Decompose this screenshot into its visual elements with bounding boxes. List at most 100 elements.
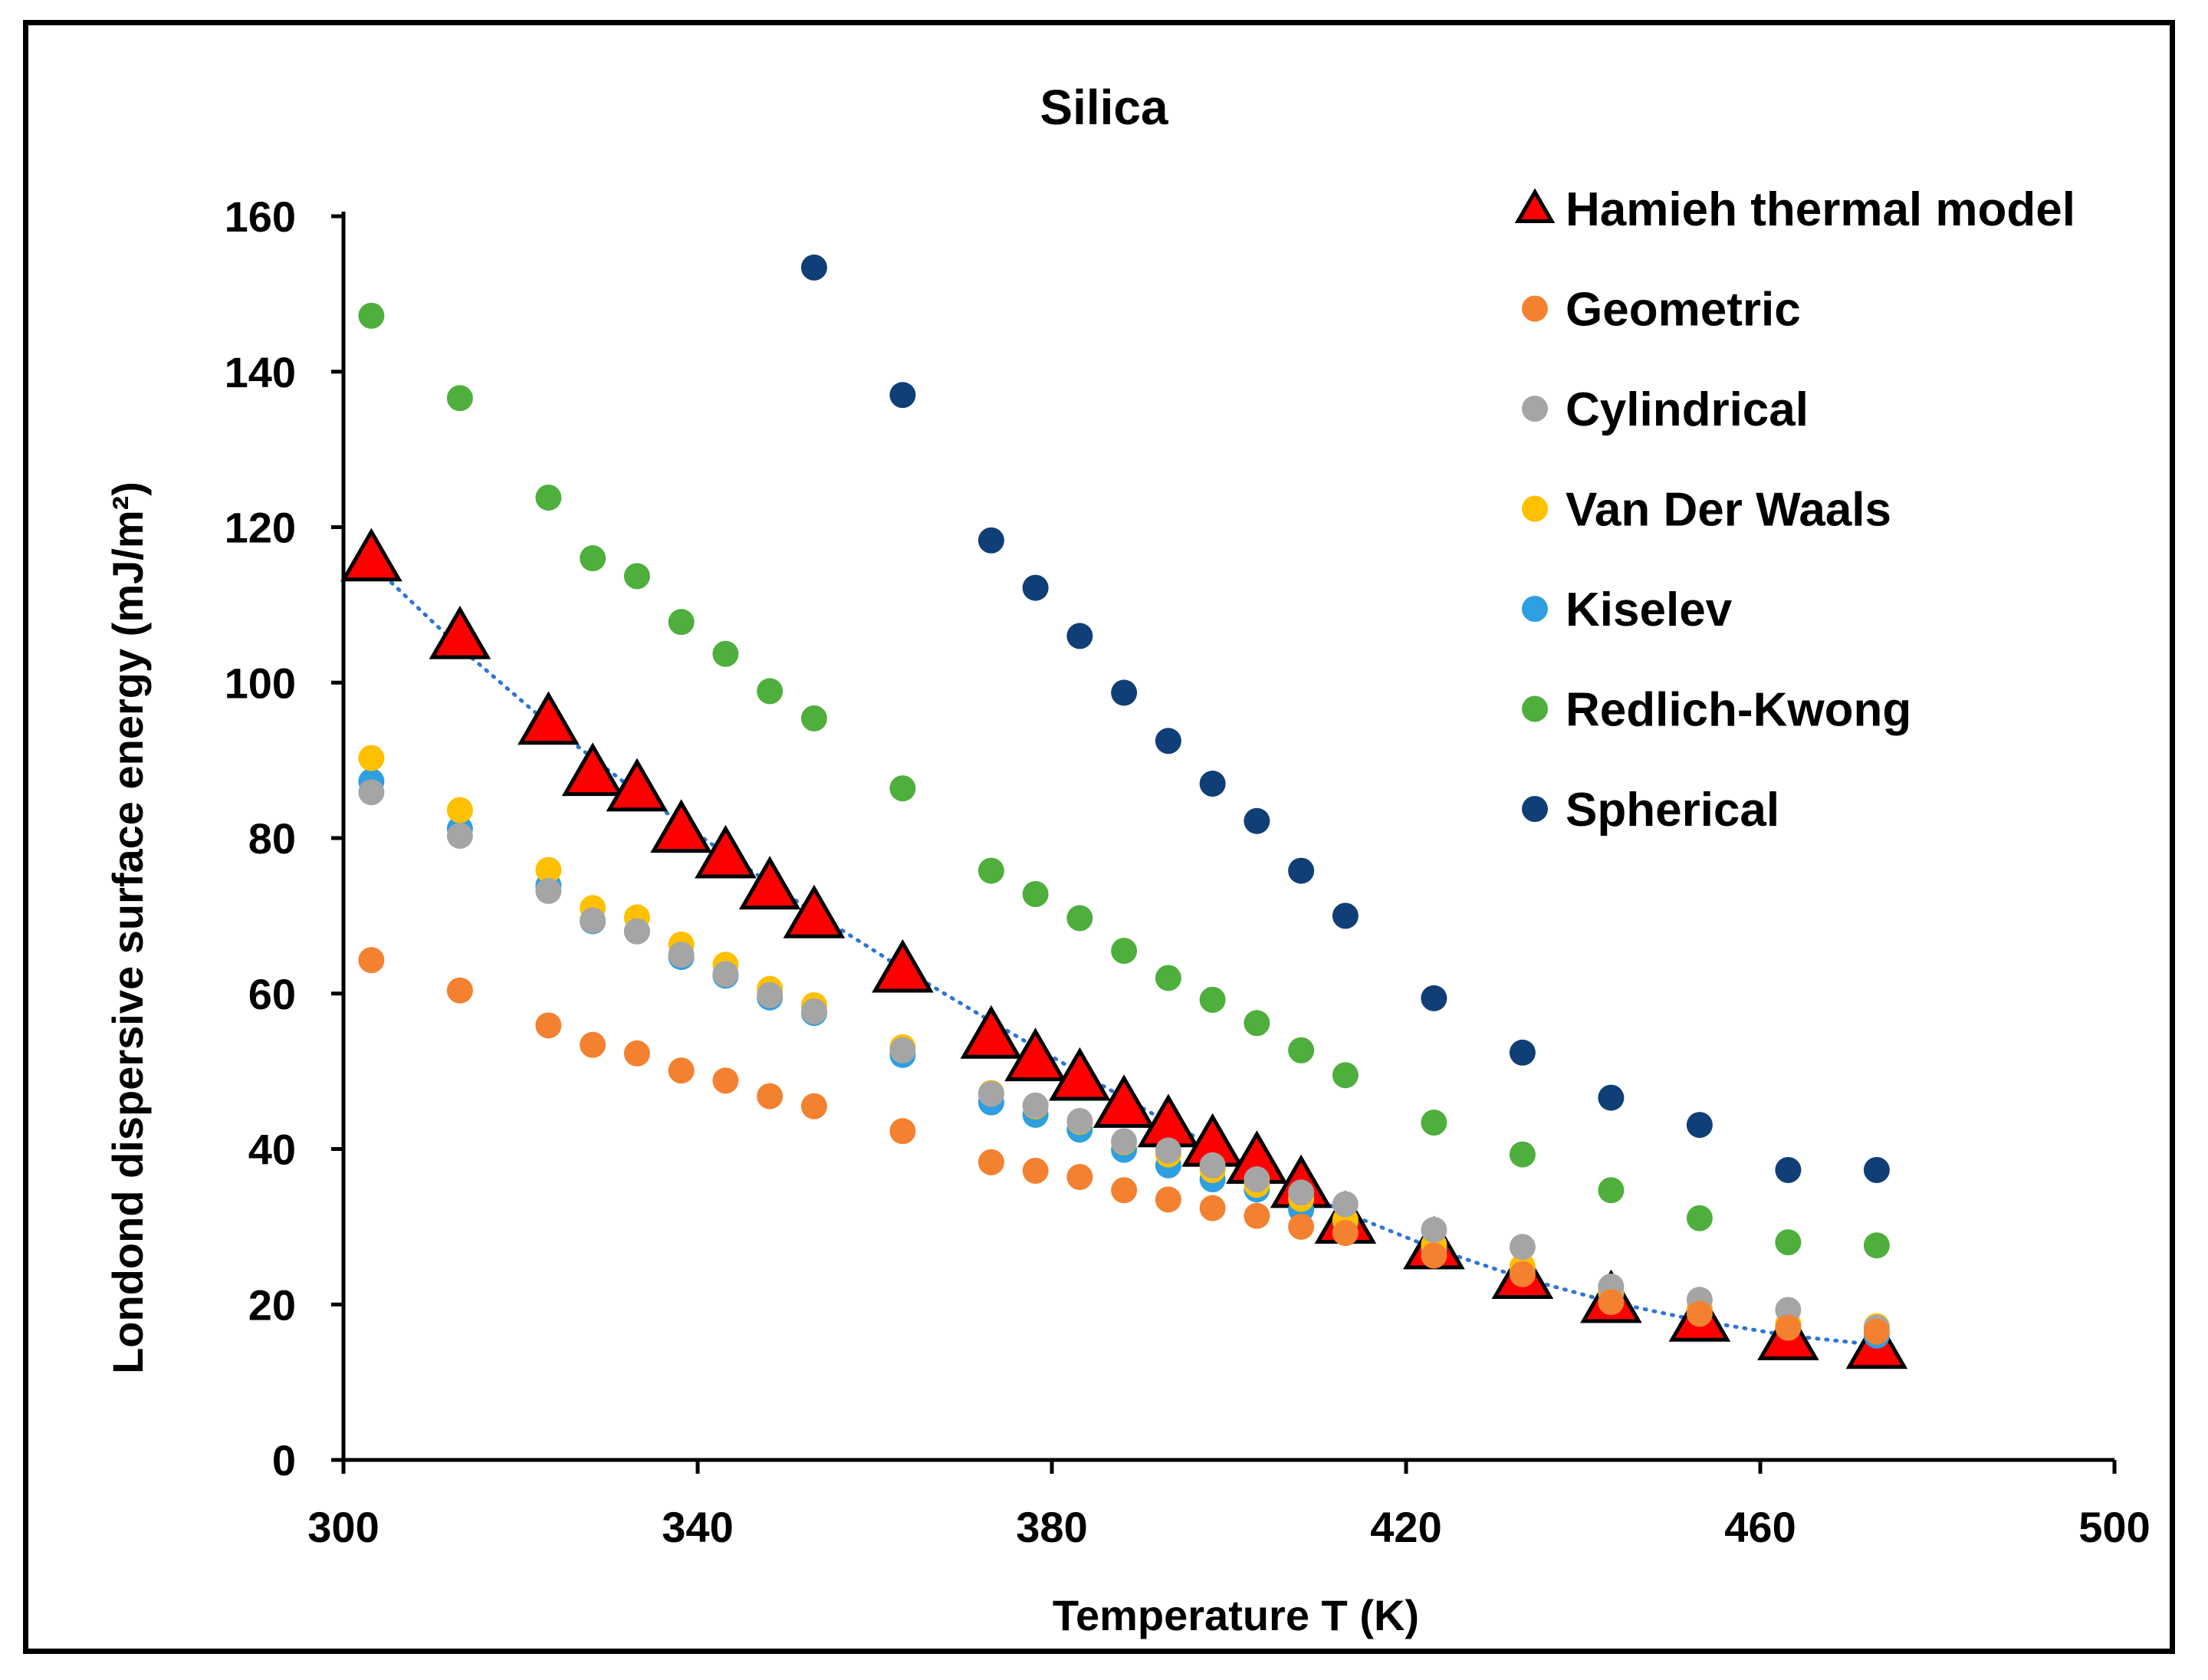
point-hamieh-thermal-model xyxy=(1004,1027,1066,1082)
point-redlich-kwong xyxy=(1199,986,1226,1013)
legend-label-geometric: Geometric xyxy=(1566,284,1801,337)
y-axis-ticks: 0 20 40 60 80 100 120 140 160 xyxy=(225,192,343,1484)
point-geometric xyxy=(1775,1314,1802,1341)
point-redlich-kwong xyxy=(1598,1177,1625,1204)
point-redlich-kwong xyxy=(978,857,1004,884)
y-tick-label: 60 xyxy=(248,970,296,1018)
point-redlich-kwong xyxy=(1863,1232,1890,1259)
y-tick-label: 120 xyxy=(225,504,296,552)
point-cylindrical xyxy=(623,918,650,945)
point-spherical xyxy=(1863,1156,1890,1183)
point-hamieh-thermal-model xyxy=(738,856,801,910)
point-hamieh-thermal-model xyxy=(1092,1074,1155,1128)
point-van-der-waals xyxy=(446,797,473,824)
point-cylindrical xyxy=(1199,1152,1226,1179)
point-geometric xyxy=(800,1093,827,1119)
legend-item-kiselev: Kiselev xyxy=(1522,584,1733,636)
point-hamieh-thermal-model xyxy=(695,824,757,879)
point-redlich-kwong xyxy=(889,775,916,802)
legend-marker-kiselev xyxy=(1522,596,1548,622)
point-geometric xyxy=(1288,1213,1315,1240)
point-geometric xyxy=(1598,1289,1625,1316)
point-spherical xyxy=(1022,574,1049,601)
legend-marker-van-der-waals xyxy=(1522,495,1548,522)
series-cylindrical xyxy=(358,779,1890,1341)
point-redlich-kwong xyxy=(1332,1062,1359,1089)
point-cylindrical xyxy=(358,779,385,806)
point-cylindrical xyxy=(712,961,739,988)
point-redlich-kwong xyxy=(1111,937,1138,964)
point-cylindrical xyxy=(580,907,606,934)
point-redlich-kwong xyxy=(1421,1110,1447,1136)
point-geometric xyxy=(1863,1318,1890,1345)
point-redlich-kwong xyxy=(535,484,562,511)
point-geometric xyxy=(668,1057,695,1084)
y-tick-label: 40 xyxy=(248,1126,296,1174)
point-redlich-kwong xyxy=(757,678,784,705)
chart-frame xyxy=(23,20,2175,1654)
legend: Hamieh thermal model Geometric Cylindrical… xyxy=(1514,183,2075,837)
point-redlich-kwong xyxy=(1775,1229,1802,1256)
axes xyxy=(341,212,2114,1462)
point-cylindrical xyxy=(446,822,473,849)
y-tick-label: 80 xyxy=(248,814,296,863)
point-cylindrical xyxy=(757,981,784,1008)
point-cylindrical xyxy=(800,998,827,1025)
point-cylindrical xyxy=(1111,1128,1138,1155)
series-geometric xyxy=(358,947,1890,1345)
point-redlich-kwong xyxy=(1155,965,1181,991)
legend-label-hamieh-thermal-model: Hamieh thermal model xyxy=(1566,183,2075,236)
point-geometric xyxy=(712,1067,739,1094)
series-kiselev xyxy=(358,768,1890,1349)
data-points-layer xyxy=(340,254,1908,1369)
legend-label-kiselev: Kiselev xyxy=(1566,584,1733,636)
point-geometric xyxy=(978,1149,1004,1175)
point-hamieh-thermal-model xyxy=(1049,1047,1111,1101)
legend-label-van-der-waals: Van Der Waals xyxy=(1566,484,1891,537)
point-hamieh-thermal-model xyxy=(606,758,669,812)
point-geometric xyxy=(580,1031,606,1058)
point-cylindrical xyxy=(535,877,562,904)
point-geometric xyxy=(1421,1242,1447,1269)
point-cylindrical xyxy=(1022,1092,1049,1119)
point-redlich-kwong xyxy=(1244,1010,1270,1037)
point-hamieh-thermal-model xyxy=(340,528,402,582)
legend-item-spherical: Spherical xyxy=(1522,784,1779,837)
point-geometric xyxy=(358,947,385,974)
y-tick-label: 160 xyxy=(225,192,296,241)
legend-item-hamieh-thermal-model: Hamieh thermal model xyxy=(1514,183,2075,236)
point-geometric xyxy=(535,1012,562,1039)
point-hamieh-thermal-model xyxy=(561,742,624,797)
point-spherical xyxy=(1686,1112,1713,1139)
y-tick-label: 0 xyxy=(272,1436,296,1484)
x-tick-label: 300 xyxy=(307,1503,379,1551)
x-tick-label: 500 xyxy=(2078,1503,2150,1551)
point-geometric xyxy=(1686,1300,1713,1327)
point-cylindrical xyxy=(978,1080,1004,1107)
point-cylindrical xyxy=(1155,1137,1181,1164)
point-spherical xyxy=(978,527,1004,554)
point-spherical xyxy=(1509,1039,1536,1066)
point-spherical xyxy=(889,382,916,409)
point-redlich-kwong xyxy=(1509,1141,1536,1168)
y-axis-label: Londond dispersive surface energy (mJ/m²… xyxy=(104,482,152,1374)
legend-label-cylindrical: Cylindrical xyxy=(1566,383,1809,436)
point-hamieh-thermal-model xyxy=(783,884,846,939)
point-spherical xyxy=(1288,857,1315,884)
point-spherical xyxy=(1244,807,1270,834)
point-cylindrical xyxy=(1244,1166,1270,1193)
legend-marker-redlich-kwong xyxy=(1522,695,1548,722)
point-redlich-kwong xyxy=(800,705,827,732)
point-geometric xyxy=(889,1118,916,1145)
point-hamieh-thermal-model xyxy=(872,939,934,993)
point-redlich-kwong xyxy=(712,640,739,667)
y-tick-label: 20 xyxy=(248,1281,296,1329)
point-geometric xyxy=(446,977,473,1004)
point-geometric xyxy=(1509,1261,1536,1287)
legend-marker-hamieh-thermal-model xyxy=(1514,188,1556,223)
series-hamieh-thermal-model xyxy=(340,528,1908,1369)
point-spherical xyxy=(1111,679,1138,706)
series-redlich-kwong xyxy=(358,302,1890,1259)
y-tick-label: 140 xyxy=(225,348,296,396)
